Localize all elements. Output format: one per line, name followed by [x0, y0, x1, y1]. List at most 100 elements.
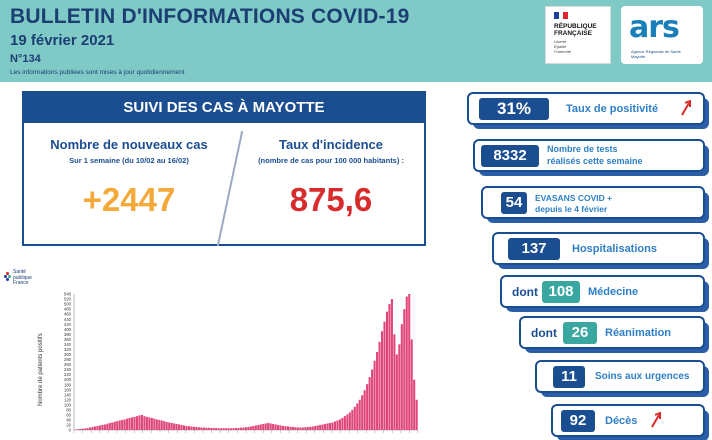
chart-bar — [388, 304, 391, 430]
chart-bar — [170, 422, 173, 430]
reanimation-prefix: dont — [531, 326, 557, 340]
spf-text: Santé publique France — [13, 269, 32, 287]
chart-bar — [205, 427, 208, 430]
chart-bar — [373, 360, 376, 430]
chart-bar — [361, 395, 364, 430]
chart-bar — [410, 339, 413, 430]
chart-bar — [395, 354, 398, 430]
cases-chart-svg: 0204060801001201401601802002202402602803… — [64, 292, 419, 433]
chart-bar — [131, 417, 134, 430]
chart-bar — [343, 416, 346, 430]
nouveaux-cas-heading: Nombre de nouveaux cas — [50, 137, 208, 152]
kpi-tests: 8332 Nombre de tests réalisés cette sema… — [473, 139, 709, 176]
chart-bar — [333, 421, 337, 430]
chart-bar — [108, 422, 111, 430]
kpi-positivite: 31% Taux de positivité — [467, 92, 709, 129]
chart-bar — [175, 423, 178, 430]
chart-bar — [252, 425, 255, 430]
ars-subtitle: Agence Régionale de Santé Mayotte — [631, 49, 681, 59]
chart-bar — [182, 425, 186, 430]
y-tick-label: 340 — [64, 342, 72, 347]
reanimation-value: 26 — [563, 322, 597, 344]
medecine-prefix: dont — [512, 285, 538, 299]
chart-bar — [269, 423, 272, 430]
y-tick-label: 240 — [64, 367, 72, 372]
chart-bar — [358, 399, 361, 430]
y-tick-label: 0 — [69, 428, 72, 433]
chart-bar — [309, 426, 312, 430]
rf-motto-3: Fraternité — [554, 49, 572, 54]
chart-bar — [232, 428, 235, 430]
chart-bar — [190, 426, 193, 430]
chart-bar — [393, 334, 396, 430]
y-tick-label: 80 — [66, 407, 71, 412]
chart-bar — [306, 426, 309, 430]
kpi-evasans: 54 EVASANS COVID + depuis le 4 février — [481, 186, 709, 223]
kpi-reanimation: dont 26 Réanimation — [519, 316, 709, 353]
chart-bar — [284, 426, 287, 430]
chart-bar — [249, 426, 252, 430]
chart-bar — [296, 427, 299, 430]
chart-bar — [145, 416, 148, 430]
chart-bar — [197, 427, 200, 430]
nouveaux-cas-value: +2447 — [82, 181, 176, 218]
chart-bar — [274, 424, 277, 430]
urgences-label: Soins aux urgences — [595, 371, 690, 382]
chart-bar — [230, 428, 233, 430]
chart-bar — [331, 422, 334, 430]
chart-bar — [363, 390, 366, 430]
chart-bar — [301, 427, 304, 430]
chart-bar — [291, 426, 294, 430]
y-tick-label: 500 — [64, 302, 72, 307]
chart-bar — [326, 423, 329, 430]
y-tick-label: 60 — [66, 412, 71, 417]
chart-bar — [168, 422, 171, 430]
hospi-value: 137 — [508, 238, 560, 260]
incidence-unit: (nombre de cas pour 100 000 habitants) : — [258, 156, 404, 165]
chart-bar — [225, 428, 228, 430]
chart-bar — [148, 417, 151, 430]
chart-bar — [324, 423, 327, 430]
chart-bar — [259, 424, 262, 430]
chart-bar — [217, 428, 220, 430]
hospi-label: Hospitalisations — [572, 243, 657, 255]
y-tick-label: 160 — [64, 387, 72, 392]
chart-bar — [314, 425, 317, 430]
y-tick-label: 40 — [66, 418, 71, 423]
chart-bar — [336, 420, 339, 430]
tests-label-2: réalisés cette semaine — [547, 156, 643, 166]
chart-bar — [138, 415, 141, 430]
header-banner: BULLETIN D'INFORMATIONS COVID-19 19 févr… — [0, 0, 712, 82]
chart-bar — [212, 427, 215, 430]
ars-wordmark: ars — [629, 10, 680, 45]
chart-bar — [279, 425, 282, 430]
spf-line-3: France — [13, 280, 29, 286]
chart-bar — [267, 422, 270, 430]
incidence-value: 875,6 — [289, 181, 373, 218]
chart-bar — [247, 426, 250, 430]
tests-value: 8332 — [481, 145, 539, 167]
chart-y-axis-label: Nombre de patients positifs — [38, 333, 44, 406]
y-tick-label: 420 — [64, 322, 72, 327]
chart-bar — [254, 425, 257, 430]
chart-bar — [91, 426, 94, 430]
chart-bar — [101, 424, 104, 430]
chart-bar — [413, 379, 416, 430]
y-tick-label: 320 — [64, 347, 72, 352]
bulletin-date: 19 février 2021 — [10, 32, 115, 49]
chart-bar — [400, 324, 403, 430]
evasans-label-1: EVASANS COVID + — [535, 193, 613, 203]
kpi-hospitalisations: 137 Hospitalisations — [492, 232, 709, 269]
chart-bar — [187, 426, 191, 430]
chart-bar — [93, 426, 96, 430]
chart-bar — [405, 296, 408, 430]
chart-bar — [121, 419, 124, 430]
rf-line-1: RÉPUBLIQUE — [554, 23, 597, 30]
positivite-value: 31% — [479, 98, 549, 120]
chart-bar — [165, 421, 168, 430]
chart-bar — [158, 419, 161, 430]
chart-bar — [103, 424, 106, 430]
chart-bar — [222, 428, 225, 430]
chart-bar — [281, 425, 285, 430]
chart-bar — [403, 309, 406, 430]
